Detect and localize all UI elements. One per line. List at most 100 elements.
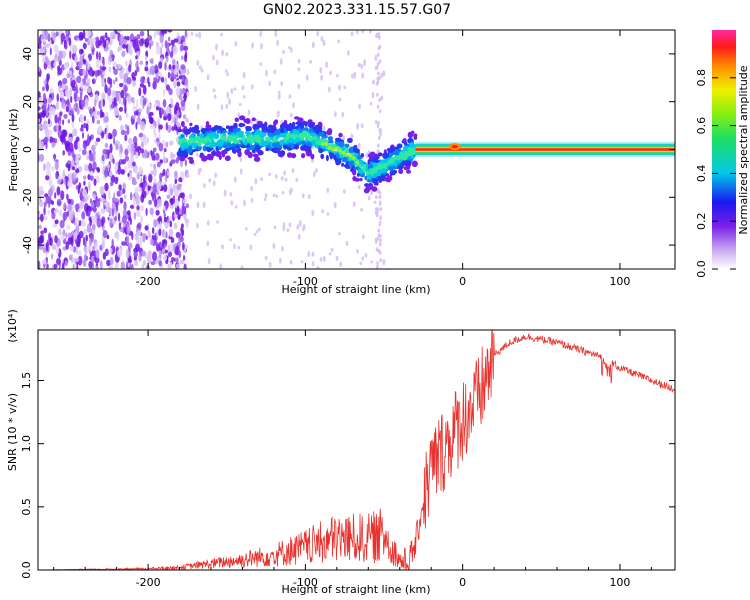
heatmap-speckle: [276, 39, 280, 47]
heatmap-speckle: [99, 65, 102, 75]
heatmap-speckle: [346, 49, 350, 56]
heatmap-speckle: [68, 254, 73, 261]
heatmap-speckle: [168, 140, 174, 146]
heatmap-speckle: [290, 187, 293, 193]
heatmap-speckle: [115, 111, 120, 116]
heatmap-speckle: [307, 250, 311, 258]
heatmap-speckle: [368, 30, 372, 34]
heatmap-speckle: [374, 120, 378, 124]
heatmap-speckle: [71, 113, 75, 123]
heatmap-speckle: [57, 55, 61, 62]
heatmap-speckle: [133, 212, 137, 220]
heatmap-speckle: [66, 224, 71, 231]
heatmap-speckle: [319, 66, 323, 74]
heatmap-speckle: [175, 116, 178, 126]
heatmap-band-cell: [398, 168, 404, 174]
heatmap-speckle: [65, 232, 68, 239]
heatmap-speckle: [164, 40, 168, 49]
heatmap-band-cell: [395, 160, 402, 164]
heatmap-speckle: [166, 194, 171, 199]
heatmap-speckle: [184, 78, 188, 86]
heatmap-speckle: [288, 94, 292, 99]
heatmap-band-cell: [350, 146, 354, 152]
heatmap-speckle: [162, 205, 166, 211]
heatmap-speckle: [96, 51, 99, 60]
heatmap-speckle: [244, 227, 248, 231]
heatmap-speckle: [277, 93, 281, 100]
snr-xtick-label: -200: [136, 576, 161, 589]
heatmap-speckle: [65, 175, 68, 186]
heatmap-speckle: [361, 72, 364, 79]
heatmap-speckle: [149, 207, 154, 215]
heatmap-core-cell: [372, 167, 377, 172]
heatmap-speckle: [114, 263, 118, 269]
heatmap-speckle: [78, 61, 83, 69]
heatmap-speckle: [219, 263, 223, 269]
heatmap-speckle: [59, 219, 65, 229]
heatmap-band-cell: [213, 131, 217, 136]
heatmap-speckle: [250, 84, 254, 90]
heatmap-speckle: [196, 201, 200, 209]
heatmap-speckle: [174, 178, 178, 184]
heatmap-speckle: [40, 34, 45, 40]
heatmap-band-cell: [199, 133, 204, 139]
heatmap-speckle: [288, 222, 292, 228]
heatmap-speckle: [66, 98, 70, 108]
heatmap-band-cell: [385, 152, 389, 159]
heatmap-speckle: [80, 80, 84, 90]
heatmap-speckle: [321, 209, 324, 214]
heatmap-speckle: [85, 234, 88, 242]
heatmap-band-cell: [409, 142, 414, 149]
heatmap-speckle: [116, 30, 122, 33]
heatmap-band-cell: [232, 139, 239, 144]
heatmap-speckle: [144, 38, 150, 48]
heatmap-speckle: [73, 104, 76, 111]
heatmap-speckle: [63, 137, 67, 145]
heatmap-speckle: [316, 31, 320, 37]
heatmap-xtick-label: -100: [293, 275, 318, 288]
heatmap-core-cell: [410, 147, 415, 151]
heatmap-speckle: [155, 79, 160, 84]
heatmap-speckle: [159, 34, 164, 44]
heatmap-speckle: [378, 35, 381, 40]
heatmap-speckle: [136, 44, 140, 52]
heatmap-speckle: [56, 124, 59, 133]
heatmap-speckle: [136, 205, 140, 211]
heatmap-speckle: [135, 121, 138, 130]
heatmap-speckle: [255, 229, 259, 234]
heatmap-speckle: [300, 260, 304, 264]
heatmap-speckle: [95, 59, 100, 68]
heatmap-speckle: [154, 99, 160, 105]
heatmap-speckle: [138, 166, 144, 176]
heatmap-speckle: [357, 62, 361, 68]
heatmap-speckle: [288, 46, 291, 50]
heatmap-speckle: [53, 153, 56, 162]
heatmap-speckle: [42, 57, 46, 64]
heatmap-speckle: [378, 44, 382, 49]
heatmap-speckle: [90, 255, 95, 263]
heatmap-speckle: [273, 225, 277, 230]
heatmap-speckle: [72, 128, 78, 137]
heatmap-speckle: [168, 36, 171, 42]
heatmap-speckle: [82, 132, 84, 139]
heatmap-core-cell: [327, 146, 332, 150]
heatmap-speckle: [134, 69, 138, 77]
snr-xtick-label: 100: [609, 576, 630, 589]
heatmap-speckle: [301, 193, 305, 199]
heatmap-speckle: [233, 87, 237, 91]
heatmap-band-cell: [349, 160, 355, 165]
heatmap-speckle: [58, 120, 62, 125]
heatmap-speckle: [159, 221, 162, 230]
heatmap-speckle: [234, 205, 238, 209]
heatmap-speckle: [173, 38, 179, 43]
heatmap-speckle: [297, 67, 301, 72]
heatmap-speckle: [352, 201, 356, 208]
heatmap-band-cell: [186, 148, 193, 153]
heatmap-speckle: [292, 102, 295, 109]
heatmap-band-cell: [228, 125, 235, 131]
heatmap-speckle: [215, 43, 218, 51]
heatmap-speckle: [109, 247, 113, 254]
heatmap-speckle: [169, 188, 173, 196]
heatmap-speckle: [71, 85, 77, 92]
